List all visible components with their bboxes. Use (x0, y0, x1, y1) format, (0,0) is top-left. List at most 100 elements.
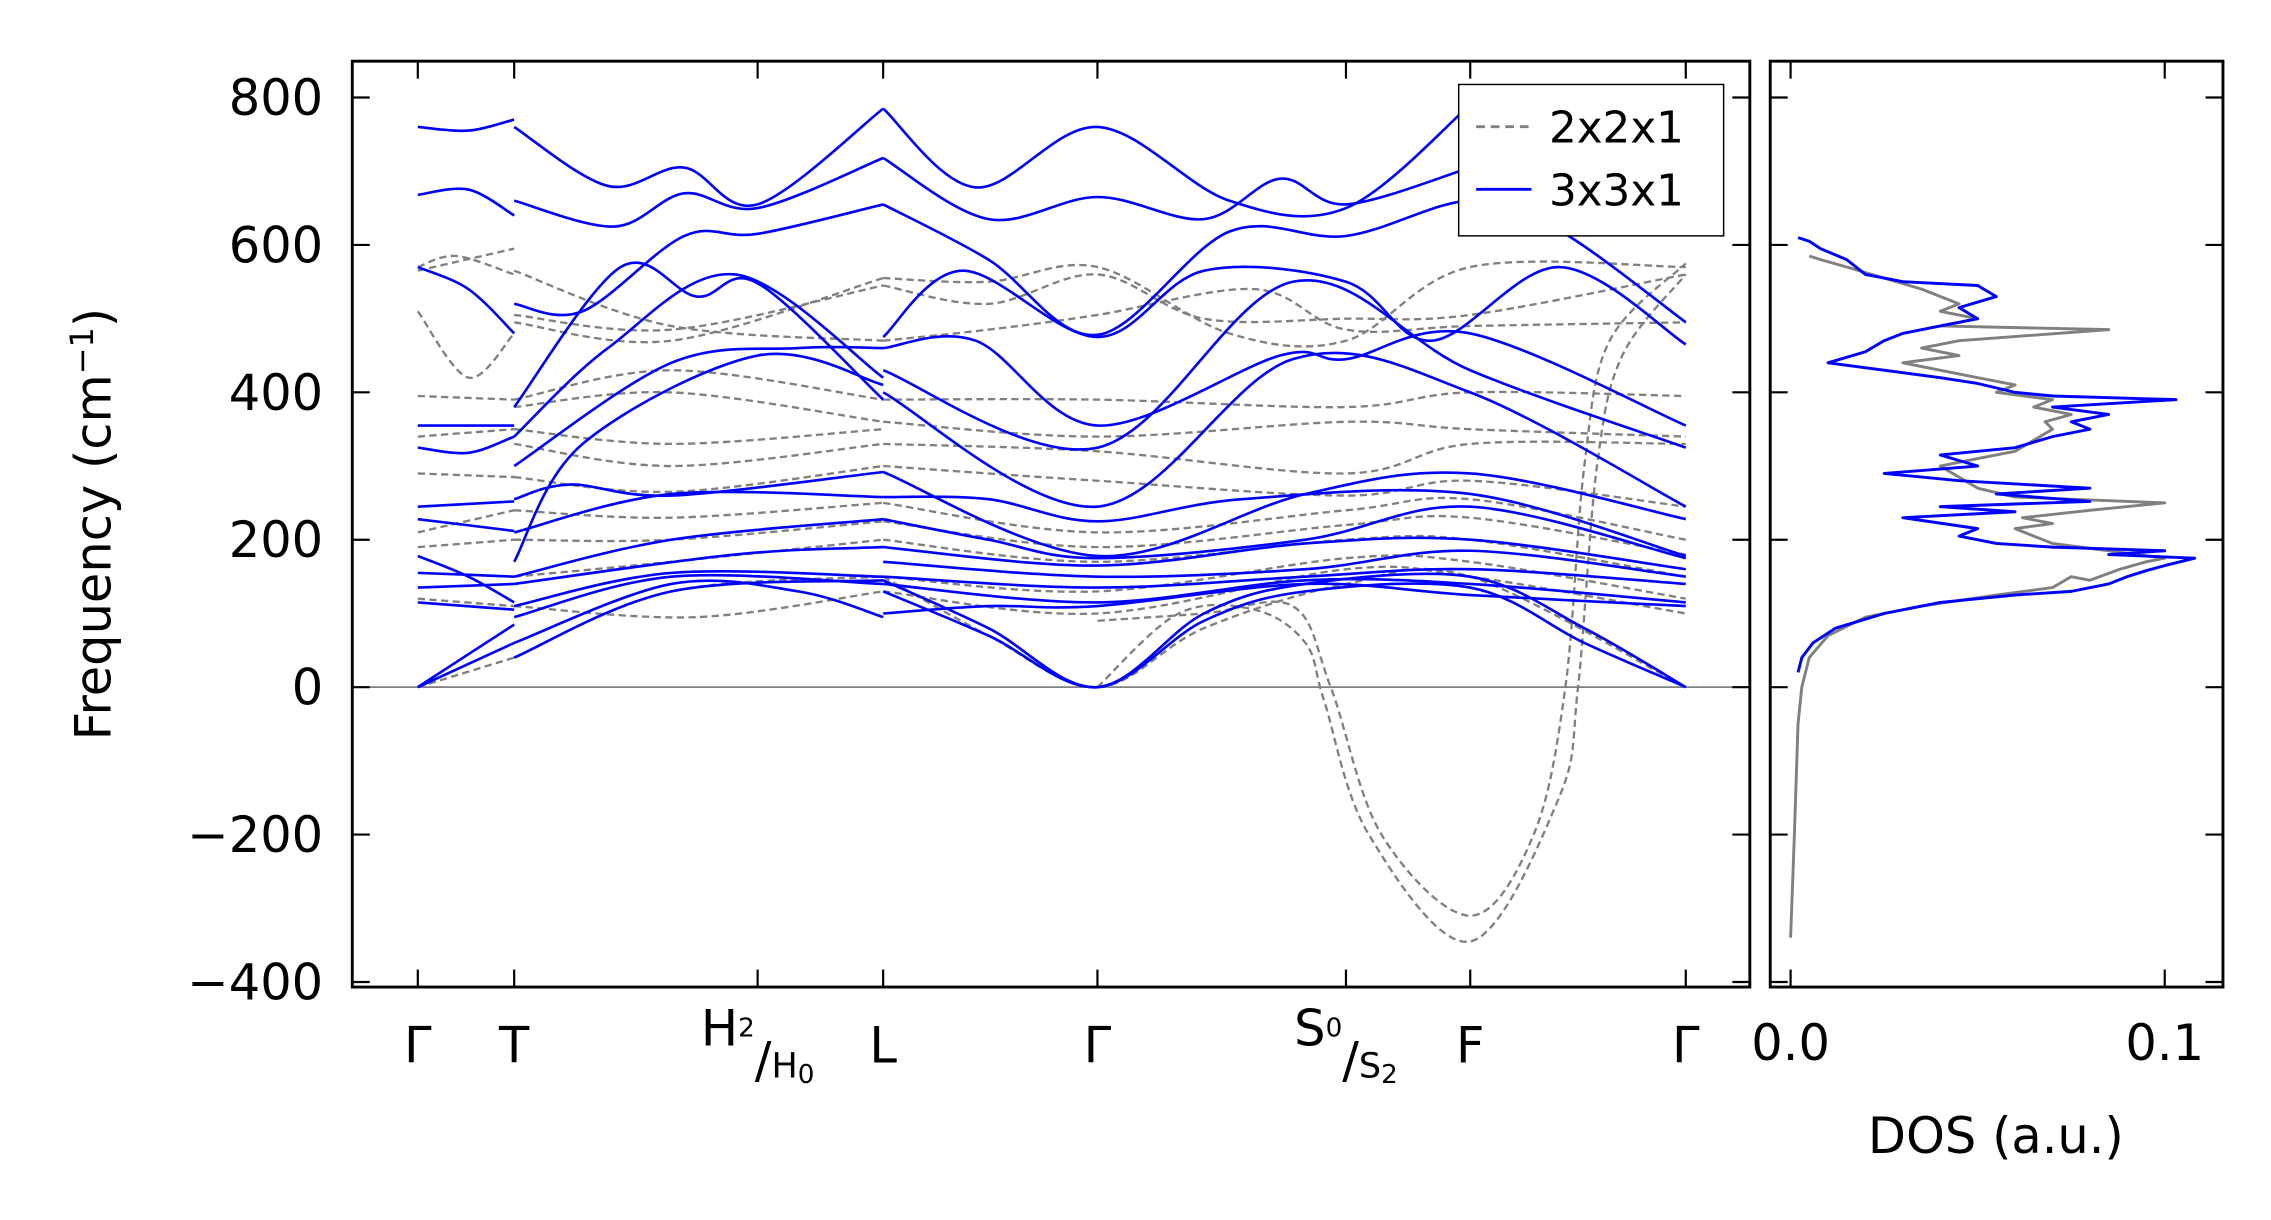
band-3x3x1-14 (513, 156, 884, 228)
band-2x2x1-9 (417, 656, 515, 689)
band-2x2x1-23 (883, 260, 1686, 348)
kpoint-label-4: Γ (1084, 1017, 1112, 1075)
band-3x3x1-33 (882, 278, 1687, 451)
band-2x2x1-27 (883, 420, 1686, 438)
band-2x2x1-14 (514, 390, 884, 423)
band-3x3x1-43 (882, 572, 1687, 689)
dos-x-axis-label: DOS (a.u.) (1868, 1107, 2124, 1165)
band-2x2x1-37 (1097, 262, 1687, 917)
band-2x2x1-34 (883, 565, 1686, 616)
band-3x3x1-16 (513, 261, 885, 408)
band-3x3x1-4 (417, 435, 515, 455)
kpoint-label-7: Γ (1672, 1017, 1700, 1075)
band-2x2x1-3 (417, 394, 515, 401)
band-2x2x1-28 (883, 440, 1686, 475)
band-2x2x1-16 (514, 442, 884, 468)
band-2x2x1-26 (883, 390, 1686, 409)
y-tick-label-6: −400 (187, 953, 323, 1011)
band-2x2x1-18 (514, 501, 884, 519)
band-3x3x1-32 (883, 329, 1687, 427)
band-2x2x1-32 (883, 534, 1686, 578)
y-tick-label-1: 600 (229, 216, 323, 274)
kpoint-label-0: Γ (404, 1017, 432, 1075)
legend-box (1457, 83, 1725, 237)
y-tick-label-0: 800 (229, 69, 323, 127)
dos-panel: 0.0 0.1 DOS (a.u.) (1751, 59, 2225, 1165)
band-3x3x1-13 (513, 107, 885, 208)
band-2x2x1-35 (882, 567, 1687, 689)
band-2x2x1-1 (416, 310, 516, 379)
band-lines (416, 103, 1687, 943)
band-3x3x1-24 (513, 569, 884, 608)
legend-label-2x2x1: 2x2x1 (1549, 103, 1684, 154)
band-2x2x1-6 (417, 509, 515, 534)
band-3x3x1-26 (513, 579, 884, 645)
band-axis-ticks (352, 61, 1750, 988)
band-3x3x1-28 (882, 103, 1472, 218)
band-3x3x1-37 (882, 505, 1687, 560)
y-tick-label-2: 400 (229, 364, 323, 422)
band-panel-frame (350, 59, 1752, 989)
band-3x3x1-44 (882, 582, 1687, 689)
band-3x3x1-27 (513, 578, 884, 659)
band-3x3x1-40 (883, 567, 1686, 589)
band-3x3x1-22 (513, 517, 884, 578)
band-3x3x1-42 (883, 582, 1686, 615)
band-3x3x1-36 (883, 488, 1687, 558)
band-3x3x1-19 (513, 352, 884, 563)
band-2x2x1-30 (883, 496, 1686, 541)
band-3x3x1-2 (417, 265, 516, 335)
band-structure-panel: 800 600 400 200 0 −200 −400 Γ T H2/H0 L Γ S0/S2 F Γ F… (63, 59, 1752, 1090)
band-3x3x1-23 (514, 545, 884, 586)
band-3x3x1-18 (513, 345, 884, 468)
band-3x3x1-5 (417, 500, 515, 508)
dos-panel-frame (1768, 59, 2225, 989)
kpoint-label-6: F (1456, 1017, 1484, 1075)
kpoint-label-3: L (869, 1017, 897, 1075)
band-3x3x1-0 (417, 118, 515, 133)
y-tick-labels: 800 600 400 200 0 −200 −400 (187, 69, 323, 1011)
band-2x2x1-24 (883, 273, 1686, 324)
band-2x2x1-7 (417, 538, 515, 549)
band-3x3x1-12 (417, 623, 515, 689)
band-2x2x1-8 (417, 597, 515, 608)
band-2x2x1-21 (514, 590, 884, 619)
band-3x3x1-34 (882, 351, 1687, 508)
band-3x3x1-7 (417, 554, 515, 604)
band-2x2x1-17 (514, 464, 884, 494)
band-3x3x1-41 (883, 577, 1686, 604)
band-2x2x1-5 (417, 472, 515, 479)
band-2x2x1-25 (883, 287, 1686, 342)
dos-lines (1789, 236, 2197, 938)
band-3x3x1-11 (417, 641, 515, 689)
y-tick-label-5: −200 (187, 806, 323, 864)
y-tick-label-4: 0 (292, 659, 323, 717)
dos-axis-ticks (1770, 61, 2223, 988)
band-3x3x1-29 (882, 156, 1471, 222)
band-3x3x1-21 (513, 490, 884, 534)
legend-label-3x3x1: 3x3x1 (1549, 165, 1684, 216)
band-3x3x1-38 (883, 536, 1686, 571)
band-3x3x1-6 (417, 517, 515, 533)
dos-x-tick-label-0: 0.0 (1751, 1014, 1830, 1072)
band-2x2x1-4 (417, 428, 515, 438)
band-2x2x1-11 (514, 284, 884, 332)
band-2x2x1-12 (514, 276, 884, 344)
legend: 2x2x1 3x3x1 (1457, 83, 1725, 237)
band-2x2x1-22 (513, 575, 884, 659)
dos-x-tick-label-1: 0.1 (2125, 1014, 2204, 1072)
kpoint-label-2: H2/H0 (701, 999, 815, 1090)
band-3x3x1-15 (513, 203, 884, 317)
band-3x3x1-8 (417, 571, 515, 578)
band-3x3x1-17 (513, 272, 884, 438)
band-2x2x1-13 (513, 369, 884, 401)
band-2x2x1-15 (514, 428, 884, 446)
band-3x3x1-1 (417, 187, 515, 217)
kpoint-label-5: S0/S2 (1294, 999, 1398, 1090)
band-2x2x1-31 (883, 514, 1686, 556)
band-3x3x1-31 (882, 265, 1687, 346)
band-2x2x1-0 (417, 254, 515, 276)
kpoint-label-1: T (498, 1017, 530, 1075)
band-3x3x1-9 (417, 582, 515, 589)
